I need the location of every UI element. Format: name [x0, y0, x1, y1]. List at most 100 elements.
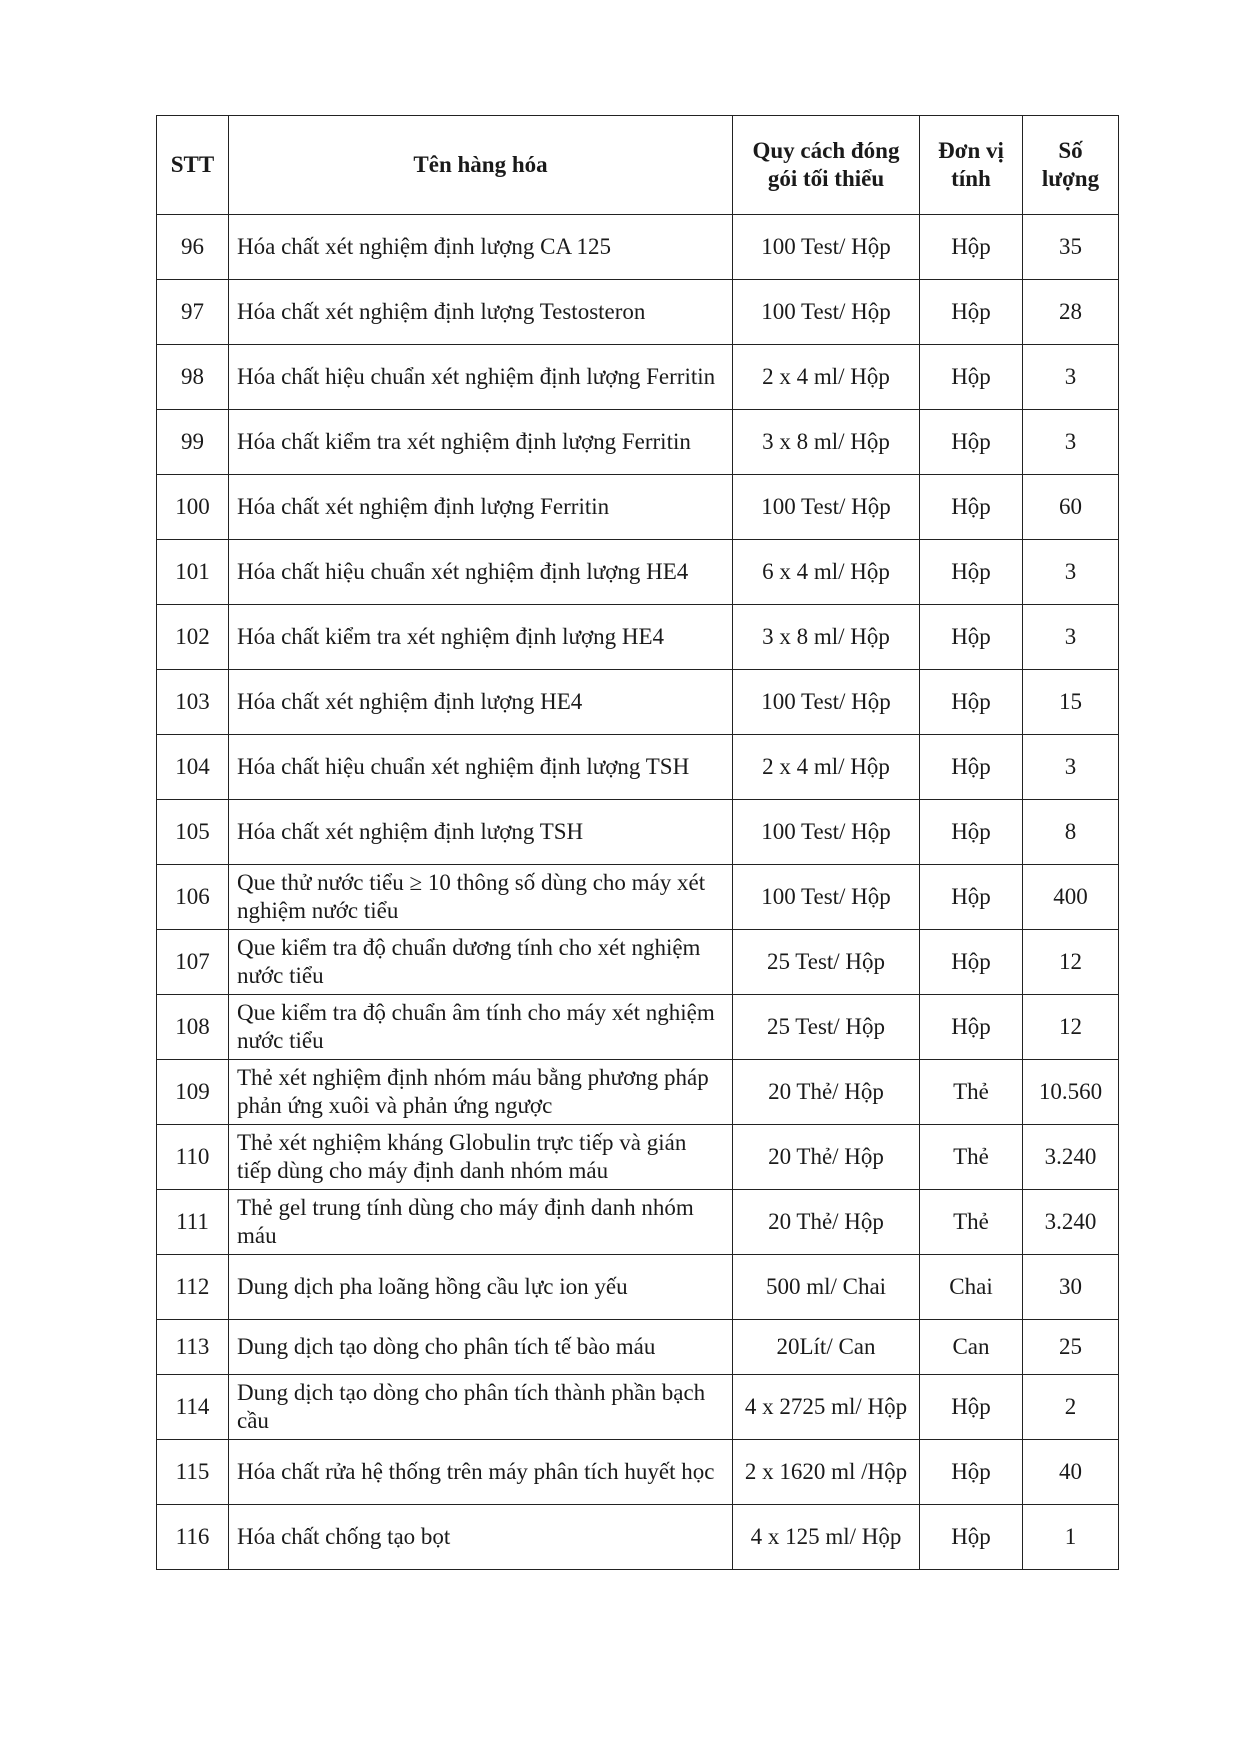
cell-stt: 113: [156, 1319, 229, 1375]
cell-packaging: 3 x 8 ml/ Hộp: [732, 409, 920, 475]
cell-packaging: 20 Thẻ/ Hộp: [732, 1124, 920, 1190]
goods-table: STT Tên hàng hóa Quy cách đóng gói tối t…: [156, 115, 1119, 1570]
cell-quantity: 12: [1022, 929, 1119, 995]
cell-stt: 114: [156, 1374, 229, 1440]
cell-unit: Hộp: [919, 994, 1023, 1060]
cell-quantity: 1: [1022, 1504, 1119, 1570]
cell-stt: 116: [156, 1504, 229, 1570]
cell-quantity: 400: [1022, 864, 1119, 930]
cell-unit: Thẻ: [919, 1124, 1023, 1190]
table-row: 112 Dung dịch pha loãng hồng cầu lực ion …: [156, 1254, 1119, 1320]
cell-unit: Hộp: [919, 409, 1023, 475]
cell-unit: Hộp: [919, 669, 1023, 735]
cell-name: Hóa chất xét nghiệm định lượng Testoster…: [228, 279, 733, 345]
table-row: 99 Hóa chất kiểm tra xét nghiệm định lượn…: [156, 409, 1119, 475]
cell-packaging: 100 Test/ Hộp: [732, 799, 920, 865]
cell-unit: Hộp: [919, 1439, 1023, 1505]
table-row: 101 Hóa chất hiệu chuẩn xét nghiệm định l…: [156, 539, 1119, 605]
cell-stt: 112: [156, 1254, 229, 1320]
cell-name: Hóa chất chống tạo bọt: [228, 1504, 733, 1570]
table-row: 98 Hóa chất hiệu chuẩn xét nghiệm định lư…: [156, 344, 1119, 410]
cell-stt: 99: [156, 409, 229, 475]
cell-unit: Hộp: [919, 1374, 1023, 1440]
cell-packaging: 100 Test/ Hộp: [732, 214, 920, 280]
cell-name: Thẻ gel trung tính dùng cho máy định dan…: [228, 1189, 733, 1255]
cell-quantity: 10.560: [1022, 1059, 1119, 1125]
cell-quantity: 3: [1022, 344, 1119, 410]
cell-unit: Hộp: [919, 474, 1023, 540]
cell-unit: Hộp: [919, 929, 1023, 995]
cell-quantity: 35: [1022, 214, 1119, 280]
cell-name: Hóa chất xét nghiệm định lượng Ferritin: [228, 474, 733, 540]
cell-stt: 105: [156, 799, 229, 865]
cell-stt: 106: [156, 864, 229, 930]
cell-packaging: 2 x 4 ml/ Hộp: [732, 734, 920, 800]
table-row: 108 Que kiểm tra độ chuẩn âm tính cho máy…: [156, 994, 1119, 1060]
cell-stt: 102: [156, 604, 229, 670]
cell-name: Hóa chất xét nghiệm định lượng HE4: [228, 669, 733, 735]
cell-quantity: 3: [1022, 409, 1119, 475]
cell-packaging: 2 x 4 ml/ Hộp: [732, 344, 920, 410]
cell-packaging: 20 Thẻ/ Hộp: [732, 1189, 920, 1255]
cell-packaging: 4 x 125 ml/ Hộp: [732, 1504, 920, 1570]
cell-name: Hóa chất hiệu chuẩn xét nghiệm định lượn…: [228, 734, 733, 800]
cell-name: Que kiểm tra độ chuẩn âm tính cho máy xé…: [228, 994, 733, 1060]
cell-name: Dung dịch pha loãng hồng cầu lực ion yếu: [228, 1254, 733, 1320]
cell-name: Thẻ xét nghiệm định nhóm máu bằng phương…: [228, 1059, 733, 1125]
cell-name: Thẻ xét nghiệm kháng Globulin trực tiếp …: [228, 1124, 733, 1190]
table-row: 116 Hóa chất chống tạo bọt 4 x 125 ml/ Hộp…: [156, 1504, 1119, 1570]
cell-packaging: 2 x 1620 ml /Hộp: [732, 1439, 920, 1505]
table-row: 106 Que thử nước tiểu ≥ 10 thông số dùng …: [156, 864, 1119, 930]
cell-name: Hóa chất kiểm tra xét nghiệm định lượng …: [228, 604, 733, 670]
table-row: 96 Hóa chất xét nghiệm định lượng CA 125 1…: [156, 214, 1119, 280]
cell-unit: Hộp: [919, 279, 1023, 345]
cell-packaging: 100 Test/ Hộp: [732, 864, 920, 930]
table-row: 103 Hóa chất xét nghiệm định lượng HE4 100…: [156, 669, 1119, 735]
cell-stt: 107: [156, 929, 229, 995]
cell-packaging: 25 Test/ Hộp: [732, 929, 920, 995]
cell-unit: Hộp: [919, 604, 1023, 670]
cell-stt: 100: [156, 474, 229, 540]
cell-quantity: 40: [1022, 1439, 1119, 1505]
cell-packaging: 100 Test/ Hộp: [732, 669, 920, 735]
cell-unit: Chai: [919, 1254, 1023, 1320]
cell-stt: 98: [156, 344, 229, 410]
cell-name: Hóa chất hiệu chuẩn xét nghiệm định lượn…: [228, 344, 733, 410]
cell-stt: 101: [156, 539, 229, 605]
table-row: 105 Hóa chất xét nghiệm định lượng TSH 100…: [156, 799, 1119, 865]
table-row: 115 Hóa chất rửa hệ thống trên máy phân t…: [156, 1439, 1119, 1505]
cell-stt: 97: [156, 279, 229, 345]
cell-unit: Hộp: [919, 214, 1023, 280]
cell-stt: 111: [156, 1189, 229, 1255]
cell-quantity: 3: [1022, 539, 1119, 605]
cell-name: Dung dịch tạo dòng cho phân tích tế bào …: [228, 1319, 733, 1375]
cell-packaging: 4 x 2725 ml/ Hộp: [732, 1374, 920, 1440]
table-row: 104 Hóa chất hiệu chuẩn xét nghiệm định l…: [156, 734, 1119, 800]
cell-unit: Hộp: [919, 1504, 1023, 1570]
cell-name: Hóa chất kiểm tra xét nghiệm định lượng …: [228, 409, 733, 475]
cell-name: Dung dịch tạo dòng cho phân tích thành p…: [228, 1374, 733, 1440]
cell-quantity: 15: [1022, 669, 1119, 735]
cell-quantity: 3: [1022, 604, 1119, 670]
cell-packaging: 100 Test/ Hộp: [732, 474, 920, 540]
cell-name: Que kiểm tra độ chuẩn dương tính cho xét…: [228, 929, 733, 995]
cell-packaging: 500 ml/ Chai: [732, 1254, 920, 1320]
table-row: 113 Dung dịch tạo dòng cho phân tích tế b…: [156, 1319, 1119, 1375]
table-row: 102 Hóa chất kiểm tra xét nghiệm định lượ…: [156, 604, 1119, 670]
header-name: Tên hàng hóa: [228, 115, 733, 215]
cell-name: Hóa chất xét nghiệm định lượng TSH: [228, 799, 733, 865]
cell-name: Hóa chất hiệu chuẩn xét nghiệm định lượn…: [228, 539, 733, 605]
cell-unit: Thẻ: [919, 1059, 1023, 1125]
cell-name: Hóa chất rửa hệ thống trên máy phân tích…: [228, 1439, 733, 1505]
table-header-row: STT Tên hàng hóa Quy cách đóng gói tối t…: [156, 115, 1119, 215]
cell-packaging: 6 x 4 ml/ Hộp: [732, 539, 920, 605]
header-quantity: Số lượng: [1022, 115, 1119, 215]
header-unit: Đơn vị tính: [919, 115, 1023, 215]
cell-packaging: 100 Test/ Hộp: [732, 279, 920, 345]
table-row: 97 Hóa chất xét nghiệm định lượng Testost…: [156, 279, 1119, 345]
cell-quantity: 60: [1022, 474, 1119, 540]
cell-unit: Hộp: [919, 344, 1023, 410]
cell-quantity: 3.240: [1022, 1124, 1119, 1190]
cell-quantity: 8: [1022, 799, 1119, 865]
cell-quantity: 28: [1022, 279, 1119, 345]
